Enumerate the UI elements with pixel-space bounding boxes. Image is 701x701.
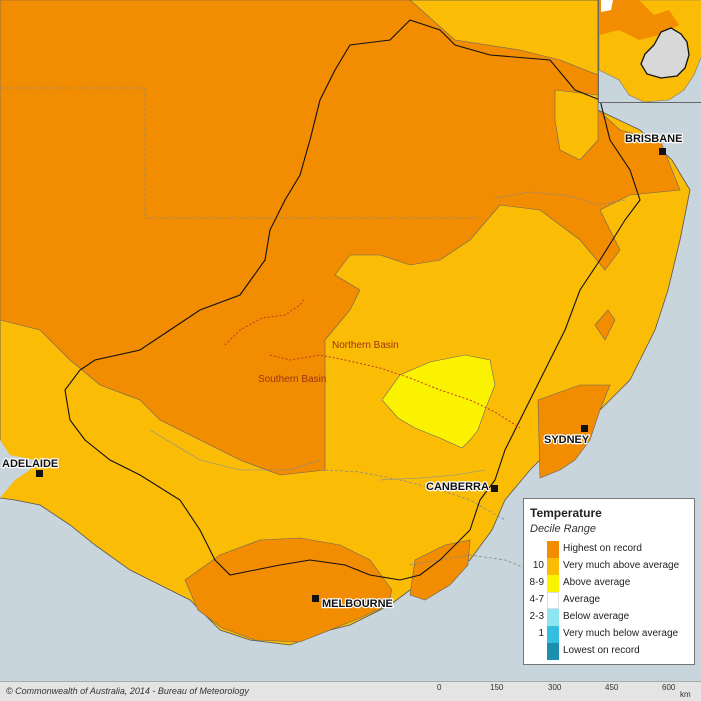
legend-code: 1	[538, 628, 544, 639]
legend-item: 8-9 Above average	[524, 575, 694, 592]
inset-white-patch	[601, 0, 613, 12]
legend-item: Lowest on record	[524, 643, 694, 660]
label-southern-basin: Southern Basin	[258, 374, 326, 385]
scale-tick-label: 450	[605, 683, 619, 692]
legend-label: Below average	[563, 611, 630, 622]
region-highest-on-record-sydney	[537, 384, 611, 479]
scale-tick-label: 150	[490, 683, 504, 692]
label-canberra: CANBERRA	[426, 481, 489, 493]
legend-code: 4-7	[529, 594, 544, 605]
label-adelaide: ADELAIDE	[2, 458, 58, 470]
city-marker-sydney	[581, 425, 588, 432]
legend-swatch	[547, 558, 559, 575]
legend-item: 2-3 Below average	[524, 609, 694, 626]
label-brisbane: BRISBANE	[625, 133, 682, 145]
legend-swatch	[547, 626, 559, 643]
legend-label: Very much above average	[563, 560, 680, 571]
basin-divide-line	[224, 297, 521, 429]
legend-swatch	[547, 643, 559, 660]
inset-hot-area	[599, 0, 679, 40]
locator-inset-map	[598, 0, 701, 103]
murray-darling-basin-boundary	[64, 19, 641, 581]
scale-tick-label: 0	[437, 683, 442, 692]
label-melbourne: MELBOURNE	[322, 598, 393, 610]
legend-code: 8-9	[529, 577, 544, 588]
city-marker-melbourne	[312, 595, 319, 602]
legend-code: 2-3	[529, 611, 544, 622]
legend-swatch	[547, 609, 559, 626]
legend-swatch	[547, 592, 559, 609]
label-sydney: SYDNEY	[544, 434, 590, 446]
inset-basin-highlight	[640, 27, 690, 79]
scale-tick-label: 600	[662, 683, 676, 692]
label-northern-basin: Northern Basin	[332, 340, 399, 351]
legend-swatch	[547, 575, 559, 592]
legend-label: Very much below average	[563, 628, 679, 639]
legend-label: Lowest on record	[563, 645, 640, 656]
adelaide-coast-shadow	[0, 440, 35, 498]
legend-swatch	[547, 541, 559, 558]
city-marker-canberra	[491, 485, 498, 492]
legend-item: 4-7 Average	[524, 592, 694, 609]
river-lines	[149, 429, 486, 481]
city-marker-adelaide	[36, 470, 43, 477]
city-marker-brisbane	[659, 148, 666, 155]
legend-item: Highest on record	[524, 541, 694, 558]
city-markers	[36, 148, 666, 602]
legend-title: Temperature	[530, 506, 602, 520]
inset-svg	[599, 0, 701, 102]
legend-subtitle: Decile Range	[530, 523, 597, 535]
scale-unit: km	[680, 690, 691, 699]
copyright-text: © Commonwealth of Australia, 2014 - Bure…	[6, 686, 249, 696]
region-highest-on-record-gippsland	[409, 539, 471, 601]
legend-label: Highest on record	[563, 543, 642, 554]
legend-label: Above average	[563, 577, 631, 588]
legend-code: 10	[532, 560, 544, 571]
scale-tick-label: 300	[548, 683, 562, 692]
legend-item: 1 Very much below average	[524, 626, 694, 643]
legend-label: Average	[563, 594, 601, 605]
legend-item: 10 Very much above average	[524, 558, 694, 575]
footer-bar: © Commonwealth of Australia, 2014 - Bure…	[0, 681, 701, 701]
region-highest-on-record-coast-patch	[594, 309, 616, 341]
legend: Temperature Decile Range Highest on reco…	[523, 498, 695, 665]
